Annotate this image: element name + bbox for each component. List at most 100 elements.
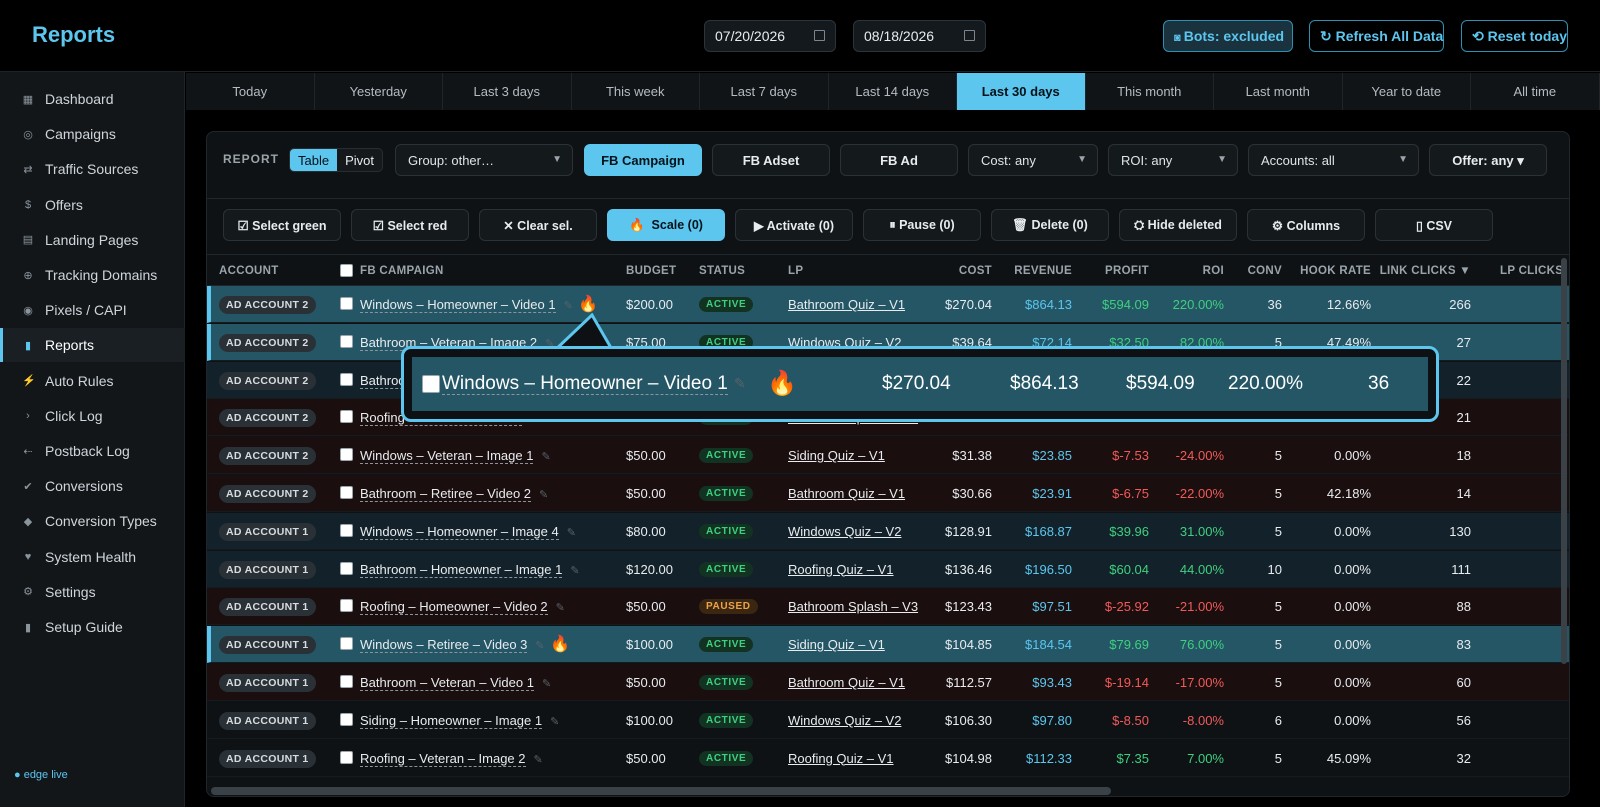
campaign-name[interactable]: Windows – Retiree – Video 3 ✎ bbox=[360, 637, 545, 654]
refresh-all-button[interactable]: ↻ Refresh All Data bbox=[1309, 20, 1444, 52]
pencil-icon[interactable]: ✎ bbox=[570, 564, 580, 577]
col-conv[interactable]: CONV bbox=[1247, 265, 1282, 277]
col-cost[interactable]: COST bbox=[958, 265, 992, 277]
scroll-thumb[interactable] bbox=[1561, 258, 1567, 664]
select-all-checkbox[interactable] bbox=[340, 264, 353, 277]
sidebar-item-conversions[interactable]: ✔ Conversions bbox=[0, 469, 185, 503]
pencil-icon[interactable]: ✎ bbox=[535, 640, 545, 653]
sidebar-item-conversion-types[interactable]: ◆ Conversion Types bbox=[0, 504, 185, 538]
activate-button[interactable]: ▶ Activate (0) bbox=[735, 209, 853, 241]
group-select[interactable]: Group: other… ▼ bbox=[395, 144, 573, 176]
col-revenue[interactable]: REVENUE bbox=[1014, 265, 1072, 277]
row-checkbox[interactable] bbox=[340, 334, 353, 348]
col-profit[interactable]: PROFIT bbox=[1105, 265, 1149, 277]
sidebar-item-click-log[interactable]: › Click Log bbox=[0, 399, 185, 433]
calendar-icon[interactable] bbox=[964, 30, 975, 41]
zoom-campaign-name[interactable]: Windows – Homeowner – Video 1 bbox=[442, 373, 728, 395]
row-checkbox[interactable] bbox=[340, 486, 353, 499]
horizontal-scrollbar[interactable] bbox=[207, 784, 1569, 796]
tab-year-to-date[interactable]: Year to date bbox=[1343, 73, 1471, 110]
col-hook-rate[interactable]: HOOK RATE bbox=[1300, 265, 1371, 277]
row-checkbox[interactable] bbox=[340, 561, 353, 575]
fb-ad-button[interactable]: FB Ad bbox=[840, 144, 958, 176]
row-checkbox[interactable] bbox=[340, 599, 353, 613]
col-campaign[interactable]: FB CAMPAIGN bbox=[360, 265, 444, 277]
lp-link[interactable]: Bathroom Quiz – V1 bbox=[788, 297, 906, 312]
campaign-name[interactable]: Siding – Homeowner – Image 1 ✎ bbox=[360, 712, 560, 729]
lp-link[interactable]: Roofing Quiz – V1 bbox=[788, 750, 894, 766]
sidebar-item-landing-pages[interactable]: ▤ Landing Pages bbox=[0, 223, 185, 257]
reset-today-button[interactable]: ⟲ Reset today bbox=[1461, 20, 1568, 52]
lp-link[interactable]: Windows Quiz – V2 bbox=[788, 523, 902, 539]
col-lp[interactable]: LP bbox=[788, 265, 804, 277]
scroll-thumb[interactable] bbox=[211, 787, 1111, 795]
csv-export-button[interactable]: ▯ CSV bbox=[1375, 209, 1493, 241]
pencil-icon[interactable]: ✎ bbox=[541, 678, 552, 690]
lp-link[interactable]: Bathroom Quiz – V1 bbox=[788, 675, 906, 690]
row-checkbox[interactable] bbox=[340, 372, 353, 386]
cost-select[interactable]: Cost: any ▼ bbox=[968, 144, 1098, 176]
offer-filter-button[interactable]: Offer: any ▾ bbox=[1429, 144, 1547, 176]
fb-adset-button[interactable]: FB Adset bbox=[712, 144, 830, 176]
table-row[interactable]: AD ACCOUNT 1 Siding – Homeowner – Image 1… bbox=[207, 701, 1569, 739]
row-checkbox[interactable] bbox=[422, 375, 440, 393]
vertical-scrollbar[interactable] bbox=[1559, 256, 1569, 776]
pencil-icon[interactable]: ✎ bbox=[555, 602, 565, 615]
col-account[interactable]: ACCOUNT bbox=[219, 265, 279, 277]
campaign-name[interactable]: Bathroom – Retiree – Video 2 ✎ bbox=[360, 486, 549, 502]
row-checkbox[interactable] bbox=[340, 712, 353, 726]
table-row[interactable]: AD ACCOUNT 1 Windows – Homeowner – Image … bbox=[207, 512, 1569, 550]
campaign-name[interactable]: Windows – Homeowner – Image 4 ✎ bbox=[360, 523, 576, 540]
pencil-icon[interactable]: ✎ bbox=[545, 337, 555, 350]
accounts-select[interactable]: Accounts: all ▼ bbox=[1248, 144, 1419, 176]
campaign-name[interactable]: Windows – Veteran – Image 1 ✎ bbox=[360, 448, 551, 465]
pencil-icon[interactable]: ✎ bbox=[550, 715, 560, 728]
pencil-icon[interactable]: ✎ bbox=[541, 451, 551, 464]
sidebar-item-offers[interactable]: $ Offers bbox=[0, 188, 185, 222]
sidebar-item-tracking-domains[interactable]: ⊕ Tracking Domains bbox=[0, 258, 185, 292]
row-checkbox[interactable] bbox=[340, 410, 353, 424]
row-checkbox[interactable] bbox=[340, 637, 353, 651]
date-from-input[interactable]: 07/20/2026 bbox=[704, 20, 836, 52]
campaign-name[interactable]: Windows – Homeowner – Video 1 ✎ bbox=[360, 297, 573, 313]
sidebar-item-reports[interactable]: ▮ Reports bbox=[0, 328, 185, 363]
tab-this-month[interactable]: This month bbox=[1086, 73, 1214, 110]
row-checkbox[interactable] bbox=[340, 750, 353, 764]
calendar-icon[interactable] bbox=[814, 30, 825, 41]
table-row[interactable]: AD ACCOUNT 1 Roofing – Homeowner – Video … bbox=[207, 588, 1569, 626]
col-status[interactable]: STATUS bbox=[699, 265, 746, 277]
sidebar-item-pixels-capi[interactable]: ◉ Pixels / CAPI bbox=[0, 293, 185, 327]
clear-selection-button[interactable]: ✕ Clear sel. bbox=[479, 209, 597, 241]
pencil-icon[interactable]: ✎ bbox=[734, 375, 746, 391]
campaign-name[interactable]: Bathroom – Homeowner – Image 1 ✎ bbox=[360, 561, 580, 578]
sidebar-item-system-health[interactable]: ♥ System Health bbox=[0, 540, 185, 574]
col-lp-clicks[interactable]: LP CLICKS bbox=[1500, 265, 1564, 277]
table-row[interactable]: AD ACCOUNT 1 Bathroom – Veteran – Video 1… bbox=[207, 664, 1569, 701]
sidebar-item-auto-rules[interactable]: ⚡ Auto Rules bbox=[0, 364, 185, 398]
table-row[interactable]: AD ACCOUNT 2 Windows – Homeowner – Video … bbox=[207, 286, 1569, 323]
pause-button[interactable]: ⏸ Pause (0) bbox=[863, 209, 981, 241]
tab-last-7-days[interactable]: Last 7 days bbox=[700, 73, 829, 110]
table-row[interactable]: AD ACCOUNT 1 Bathroom – Homeowner – Image… bbox=[207, 550, 1569, 588]
row-checkbox[interactable] bbox=[340, 675, 353, 688]
lp-link[interactable]: Windows Quiz – V2 bbox=[788, 712, 902, 728]
fb-campaign-button[interactable]: FB Campaign bbox=[584, 144, 702, 176]
date-to-input[interactable]: 08/18/2026 bbox=[853, 20, 986, 52]
row-checkbox[interactable] bbox=[340, 448, 353, 462]
tab-this-week[interactable]: This week bbox=[572, 73, 700, 110]
tab-today[interactable]: Today bbox=[186, 73, 315, 110]
pencil-icon[interactable]: ✎ bbox=[539, 489, 549, 501]
campaign-name[interactable]: Bathroom – Veteran – Video 1 ✎ bbox=[360, 675, 552, 691]
table-row[interactable]: AD ACCOUNT 1 Windows – Retiree – Video 3 ✎… bbox=[207, 626, 1569, 664]
bots-toggle-button[interactable]: ◙ Bots: excluded bbox=[1163, 20, 1293, 52]
columns-button[interactable]: ⚙ Columns bbox=[1247, 209, 1365, 241]
pencil-icon[interactable]: ✎ bbox=[533, 753, 543, 766]
table-row[interactable]: AD ACCOUNT 2 Bathroom – Retiree – Video 2… bbox=[207, 475, 1569, 512]
hide-deleted-button[interactable]: ⛭ Hide deleted bbox=[1119, 209, 1237, 241]
col-roi[interactable]: ROI bbox=[1202, 265, 1224, 277]
lp-link[interactable]: Siding Quiz – V1 bbox=[788, 637, 885, 653]
tab-last-14-days[interactable]: Last 14 days bbox=[829, 73, 957, 110]
tab-last-month[interactable]: Last month bbox=[1214, 73, 1343, 110]
lp-link[interactable]: Bathroom Quiz – V1 bbox=[788, 486, 906, 501]
scale-button[interactable]: 🔥 Scale (0) bbox=[607, 209, 725, 241]
